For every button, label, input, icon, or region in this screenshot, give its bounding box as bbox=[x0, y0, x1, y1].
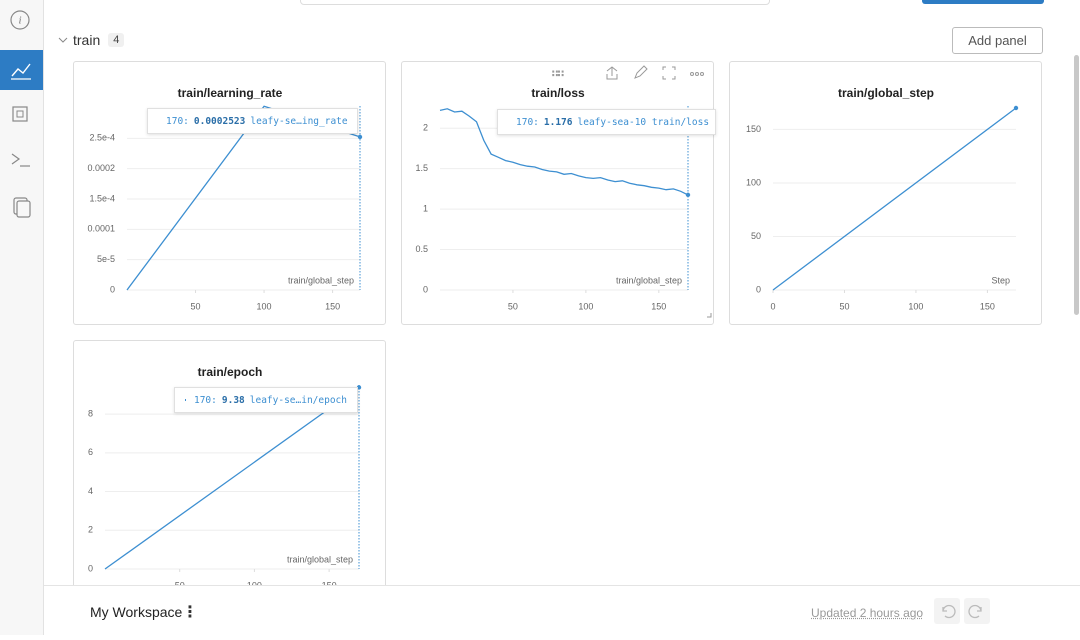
y-tick-label: 1.5e-4 bbox=[89, 193, 115, 203]
chart-title: train/epoch bbox=[198, 365, 263, 379]
x-tick-label: 100 bbox=[578, 301, 593, 311]
top-button[interactable] bbox=[922, 0, 1044, 4]
y-tick-label: 2 bbox=[423, 123, 428, 133]
y-tick-label: 2 bbox=[88, 525, 93, 535]
y-tick-label: 0.0002 bbox=[87, 163, 115, 173]
y-tick-label: 6 bbox=[88, 447, 93, 457]
sidebar: i bbox=[0, 0, 44, 635]
svg-text:i: i bbox=[18, 15, 21, 27]
tooltip-value: 0.0002523 bbox=[194, 116, 245, 127]
y-tick-label: 0 bbox=[88, 563, 93, 573]
y-tick-label: 8 bbox=[88, 408, 93, 418]
last-point bbox=[1014, 106, 1018, 110]
sidebar-icons: i bbox=[0, 0, 43, 635]
series-line bbox=[773, 108, 1016, 290]
y-tick-label: 150 bbox=[746, 124, 761, 134]
y-tick-label: 0 bbox=[756, 284, 761, 294]
y-tick-label: 0.0001 bbox=[87, 224, 115, 234]
tooltip-run: leafy-se…ing_rate bbox=[250, 116, 347, 127]
tooltip-step: 170: bbox=[516, 117, 539, 128]
x-tick-label: 50 bbox=[839, 301, 849, 311]
chart-panel[interactable]: train/global_step 0 50 100 150 0 50 100 150 Step bbox=[729, 61, 1042, 325]
y-tick-label: 0 bbox=[110, 284, 115, 294]
chart-title: train/loss bbox=[531, 86, 585, 100]
chart-title: train/global_step bbox=[838, 86, 934, 100]
x-tick-label: 100 bbox=[257, 301, 272, 311]
x-tick-label: 150 bbox=[325, 301, 340, 311]
tooltip-run: leafy-sea-10 train/loss bbox=[578, 117, 710, 128]
workspace-name[interactable]: My Workspace bbox=[90, 604, 182, 620]
x-tick-label: 150 bbox=[980, 301, 995, 311]
x-tick-label: 50 bbox=[508, 301, 518, 311]
y-tick-label: 1 bbox=[423, 203, 428, 213]
tooltip: 170: 9.38 leafy-se…in/epoch bbox=[174, 387, 358, 413]
y-tick-label: 0.5 bbox=[415, 244, 428, 254]
chevron bbox=[57, 35, 69, 45]
x-axis-label: Step bbox=[991, 275, 1010, 285]
chart: train/learning_rate 0 5e-5 0.0001 1.5e-4 0.00… bbox=[73, 61, 386, 325]
scrollbar[interactable] bbox=[1074, 55, 1079, 315]
last-point bbox=[358, 135, 362, 139]
tooltip-step: 170: bbox=[166, 116, 189, 127]
y-tick-label: 2.5e-4 bbox=[89, 133, 115, 143]
chart-panel[interactable]: train/learning_rate 0 5e-5 0.0001 1.5e-4 0.00… bbox=[73, 61, 386, 325]
chart-panel[interactable]: train/epoch0246850100150train/global_ste… bbox=[73, 340, 386, 604]
y-tick-label: 50 bbox=[751, 231, 761, 241]
section-header[interactable]: train 4 bbox=[57, 32, 124, 48]
x-tick-label: 100 bbox=[908, 301, 923, 311]
tooltip-value: 1.176 bbox=[544, 117, 573, 128]
svg-text:∷∷: ∷∷ bbox=[552, 68, 563, 78]
tooltip-step: 170: bbox=[194, 395, 217, 406]
chart-title: train/learning_rate bbox=[178, 86, 283, 100]
chart: train/epoch0246850100150train/global_ste… bbox=[73, 340, 386, 604]
section-count: 4 bbox=[108, 33, 124, 47]
section-title: train bbox=[73, 32, 100, 48]
x-tick-label: 50 bbox=[191, 301, 201, 311]
tooltip-run: leafy-se…in/epoch bbox=[250, 395, 347, 406]
tooltip: 170: 0.0002523 leafy-se…ing_rate bbox=[147, 108, 358, 134]
redo-button[interactable] bbox=[964, 598, 990, 624]
x-tick-label: 0 bbox=[770, 301, 775, 311]
tooltip: 170: 1.176 leafy-sea-10 train/loss bbox=[497, 109, 716, 135]
y-tick-label: 100 bbox=[746, 177, 761, 187]
x-axis-label: train/global_step bbox=[288, 275, 354, 285]
last-point bbox=[686, 193, 690, 197]
search-box[interactable] bbox=[300, 0, 770, 5]
footer: My Workspace ⋮ Updated 2 hours ago bbox=[44, 585, 1080, 636]
x-tick-label: 150 bbox=[651, 301, 666, 311]
active-tab[interactable] bbox=[0, 50, 43, 90]
y-tick-label: 5e-5 bbox=[97, 254, 115, 264]
tooltip-swatch bbox=[185, 399, 186, 401]
undo-button[interactable] bbox=[934, 598, 960, 624]
y-tick-label: 4 bbox=[88, 486, 93, 496]
series-line bbox=[105, 387, 359, 569]
workspace-menu[interactable]: ⋮ bbox=[182, 602, 198, 622]
chart-panel[interactable]: train/loss ∷∷ 0 0.5 1 1.5 2 50 100 150 train/globa… bbox=[401, 61, 714, 325]
y-tick-label: 0 bbox=[423, 284, 428, 294]
x-axis-label: train/global_step bbox=[287, 554, 353, 564]
y-tick-label: 1.5 bbox=[415, 163, 428, 173]
chart: train/loss ∷∷ 0 0.5 1 1.5 2 50 100 150 train/globa… bbox=[401, 61, 714, 325]
chart: train/global_step 0 50 100 150 0 50 100 150 Step bbox=[729, 61, 1042, 325]
x-axis-label: train/global_step bbox=[616, 275, 682, 285]
add-panel-button[interactable]: Add panel bbox=[952, 27, 1043, 54]
tooltip-value: 9.38 bbox=[222, 395, 245, 406]
updated-text: Updated 2 hours ago bbox=[811, 606, 923, 620]
